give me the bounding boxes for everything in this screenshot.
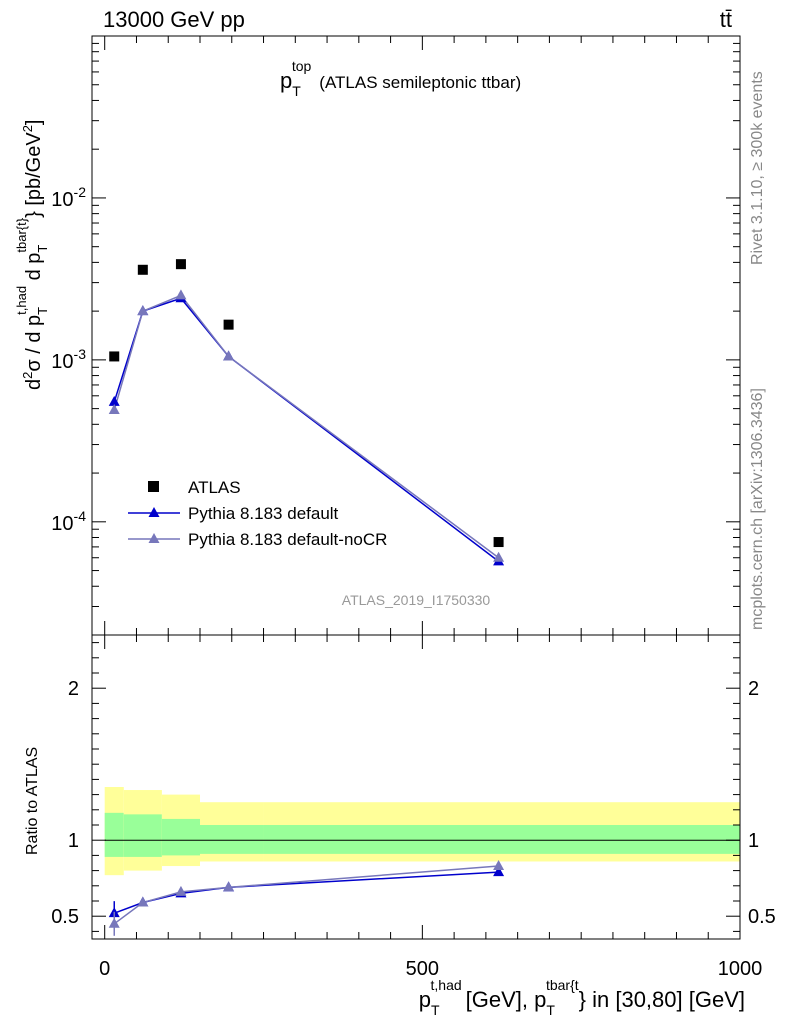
y-tick-label: 10-2 [51, 184, 86, 211]
atlas-point [493, 537, 504, 548]
uncertainty-band-inner [104, 812, 124, 857]
ratio-nocr-point [223, 881, 235, 892]
ratio-y-tick-label-right: 1 [748, 830, 759, 852]
ratio-panel: Ratio to ATLAS 0.5 0.5 1 1 2 2 0 500 1000 pTt,ha… [24, 634, 776, 1018]
pythia-nocr-point [175, 289, 187, 300]
ratio-ylabel: Ratio to ATLAS [24, 747, 41, 855]
ratio-bands [104, 787, 740, 876]
title-main: p [280, 68, 292, 93]
ratio-y-tick-label-right: 2 [748, 678, 759, 700]
ratio-default-point [493, 866, 505, 877]
legend-label: Pythia 8.183 default-noCR [188, 530, 387, 549]
pythia-nocr-point [137, 305, 149, 316]
y-tick-label: 10-4 [51, 508, 86, 535]
process-label: tt̄ [720, 7, 732, 32]
ratio-nocr-point [137, 896, 149, 907]
pythia-nocr-point [223, 350, 235, 361]
title-sub: T [292, 83, 301, 99]
atlas-point [223, 319, 234, 330]
title-rest: (ATLAS semileptonic ttbar) [319, 73, 521, 92]
mcplots-label: mcplots.cern.ch [arXiv:1306.3436] [749, 388, 766, 630]
ratio-nocr-point [175, 885, 187, 896]
beam-label: 13000 GeV pp [103, 7, 245, 32]
ratio-y-tick-label-right: 0.5 [748, 906, 776, 928]
ratio-y-tick-label: 2 [68, 678, 79, 700]
title-sup: top [292, 58, 312, 74]
rivet-label: Rivet 3.1.10, ≥ 300k events [749, 71, 766, 265]
uncertainty-band-inner [200, 825, 264, 854]
ratio-nocr-point [493, 860, 505, 871]
ratio-y-tick-label: 1 [68, 830, 79, 852]
x-tick-label: 0 [99, 958, 110, 980]
ratio-nocr-point [108, 917, 120, 928]
atlas-point [175, 259, 186, 270]
atlas-point [137, 264, 148, 275]
uncertainty-band-inner [263, 825, 740, 854]
main-ylabel: d2σ / d pTt,had d pTtbar{t}} [pb/GeV2] [14, 120, 50, 391]
pythia-nocr-point [493, 551, 505, 562]
x-axis-label: pTt,had[GeV], pTtbar{t} in [30,80] [GeV] [419, 977, 745, 1018]
ratio-line-default [113, 871, 499, 914]
legend-triangle [148, 507, 160, 517]
legend-atlas-marker [148, 481, 159, 492]
uncertainty-band-inner [123, 814, 162, 857]
analysis-watermark: ATLAS_2019_I1750330 [342, 592, 491, 608]
ratio-y-tick-label: 0.5 [51, 906, 79, 928]
atlas-point [109, 351, 120, 362]
main-title: pTtop (ATLAS semileptonic ttbar) [280, 58, 521, 99]
pythia-default-point [108, 395, 120, 406]
pythia-nocr-point [108, 404, 120, 415]
ratio-frame [91, 634, 741, 940]
x-tick-label: 1000 [718, 958, 763, 980]
x-tick-label: 500 [406, 958, 439, 980]
main-marks [108, 259, 505, 566]
legend-label: ATLAS [188, 478, 241, 497]
main-axes: 10-4 10-3 10-2 [51, 35, 741, 636]
legend: ATLAS Pythia 8.183 default Pythia 8.183 de… [128, 478, 387, 549]
ratio-axes: 0.5 0.5 1 1 2 2 0 500 1000 [51, 635, 776, 980]
legend-label: Pythia 8.183 default [188, 504, 339, 523]
ratio-marks [108, 860, 505, 936]
legend-triangle [148, 533, 160, 543]
uncertainty-band-inner [161, 818, 200, 856]
y-tick-label: 10-3 [51, 346, 86, 373]
main-panel: pTtop (ATLAS semileptonic ttbar) ATLAS_20… [14, 35, 741, 636]
